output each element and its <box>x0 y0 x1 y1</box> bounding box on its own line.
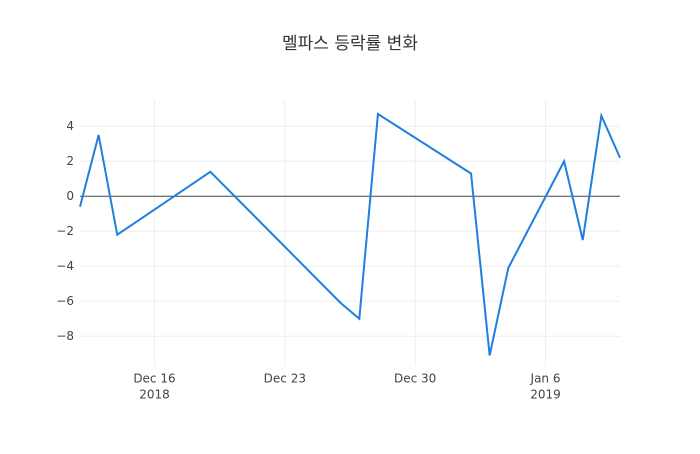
y-tick-label: 4 <box>66 119 74 133</box>
x-tick-label: Jan 6 <box>530 372 561 386</box>
y-tick-label: −8 <box>56 329 74 343</box>
x-tick-label: Dec 23 <box>264 372 306 386</box>
x-tick-label: Dec 30 <box>394 372 436 386</box>
x-tick-year: 2019 <box>530 388 561 402</box>
y-tick-label: 0 <box>66 189 74 203</box>
y-tick-label: −6 <box>56 294 74 308</box>
y-tick-label: −2 <box>56 224 74 238</box>
chart-title: 멜파스 등락률 변화 <box>282 34 418 54</box>
y-tick-label: 2 <box>66 154 74 168</box>
x-tick-year: 2018 <box>139 388 170 402</box>
line <box>79 112 621 356</box>
x-tick-label: Dec 16 <box>133 372 175 386</box>
y-tick-label: −4 <box>56 259 74 273</box>
